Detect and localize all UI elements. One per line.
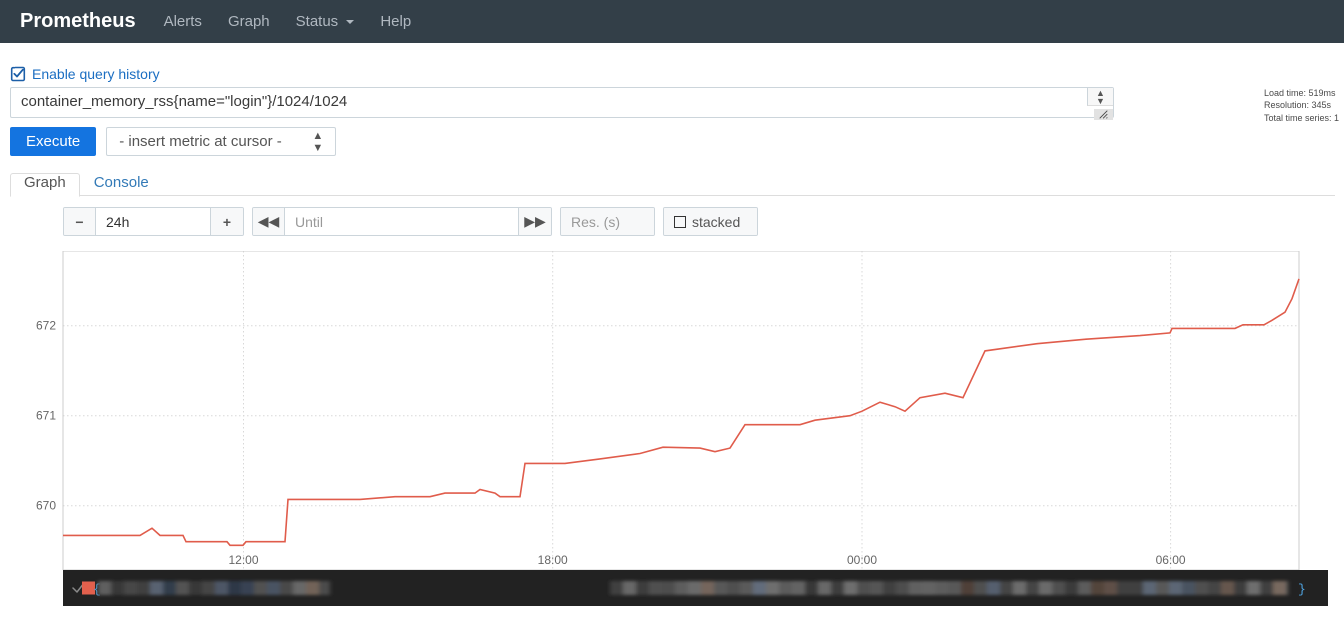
svg-text:12:00: 12:00: [228, 553, 258, 567]
svg-text:}: }: [1298, 582, 1306, 597]
svg-text:18:00: 18:00: [538, 553, 568, 567]
svg-text:671: 671: [36, 409, 56, 423]
svg-text:672: 672: [36, 319, 56, 333]
svg-text:06:00: 06:00: [1156, 553, 1186, 567]
svg-text:670: 670: [36, 499, 56, 513]
svg-text:00:00: 00:00: [847, 553, 877, 567]
